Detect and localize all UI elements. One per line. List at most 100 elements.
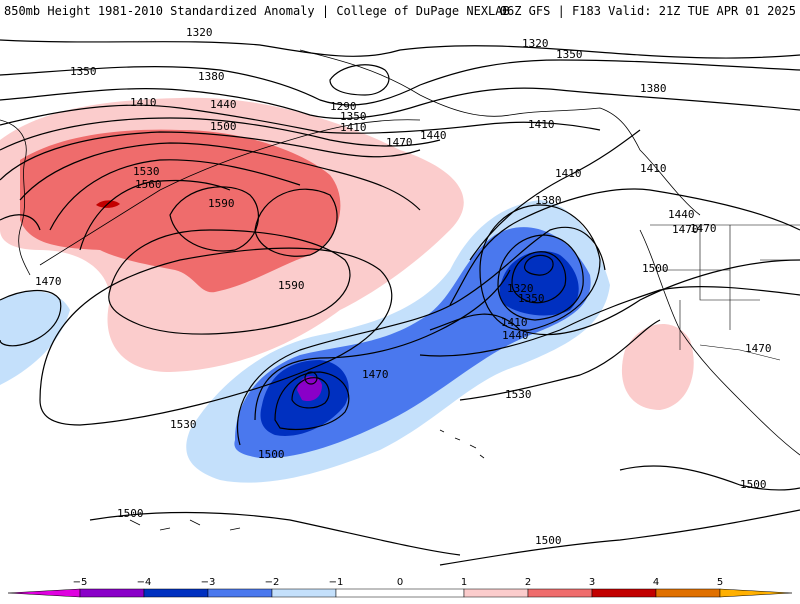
contour-label: 1440	[420, 129, 447, 142]
contour-1380	[0, 87, 800, 119]
aleutian-chain	[39, 119, 421, 266]
contour-1560	[79, 179, 231, 251]
contour-label: 1320	[507, 282, 534, 295]
contour-1500-east	[419, 286, 800, 357]
contour-label: 1530	[505, 388, 532, 401]
contour-label: 1410	[501, 316, 528, 329]
contour-label: 1350	[556, 48, 583, 61]
contour-label: 1500	[535, 534, 562, 547]
contour-label: 1500	[258, 448, 285, 461]
contour-label: 1290	[330, 100, 357, 113]
contour-1470-west	[0, 289, 62, 347]
swatch-minus-4-to-3	[79, 588, 145, 598]
colorbar-svg: −5 −4 −3 −2 −1 0 1 2 3 4 5	[7, 577, 793, 598]
contour-1590a	[169, 186, 259, 252]
contour-1290-north	[523, 254, 554, 276]
negative-anomaly-dark-north	[499, 251, 579, 316]
contour-1470-east	[429, 259, 800, 336]
state-borders	[650, 224, 800, 361]
contour-label: 1380	[535, 194, 562, 207]
border-mexico	[699, 344, 781, 361]
border-state-1	[699, 225, 760, 301]
contour-label: 1380	[198, 70, 225, 83]
negative-anomaly-west	[0, 291, 70, 385]
contour-1500-south-far	[89, 511, 461, 556]
swatch-minus-2-to-1	[207, 588, 273, 598]
contour-1590b	[254, 188, 338, 257]
tick-label: −1	[329, 577, 344, 588]
swatch-above-5	[719, 588, 793, 598]
contour-1410a	[0, 104, 601, 134]
positive-anomaly-medium	[20, 129, 341, 293]
contour-label: 1440	[668, 208, 695, 221]
tick-label: 3	[589, 577, 595, 588]
contour-label: 1410	[640, 162, 667, 175]
contour-1470	[0, 131, 421, 181]
contour-label: 1500	[642, 262, 669, 275]
contour-1440-nw	[0, 214, 41, 231]
hawaii-islands	[439, 429, 485, 459]
tick-label: 2	[525, 577, 531, 588]
contour-label: 1350	[340, 110, 367, 123]
positive-anomaly-east	[621, 323, 694, 410]
contour-label: 1470	[386, 136, 413, 149]
contour-1350-north	[497, 234, 584, 321]
contour-1350-alaska	[329, 64, 390, 96]
contour-label: 1410	[555, 167, 582, 180]
contour-label: 1470	[362, 368, 389, 381]
contour-1410-low	[291, 377, 330, 409]
contour-label: 1470	[690, 222, 717, 235]
contour-1560-outer	[108, 229, 351, 335]
swatch-3-to-4	[591, 588, 657, 598]
contour-1530	[49, 159, 301, 231]
colorbar-ticks: −5 −4 −3 −2 −1 0 1 2 3 4 5	[73, 577, 724, 588]
contour-labels: 1320 1350 1380 1410 1440 1500 1530 1560 …	[35, 26, 772, 547]
title-bar: 850mb Height 1981-2010 Standardized Anom…	[0, 0, 800, 22]
tick-label: 4	[653, 577, 659, 588]
contour-label: 1530	[133, 165, 160, 178]
swatch-4-to-5	[655, 588, 721, 598]
contour-label: 1530	[170, 418, 197, 431]
colorbar-swatches	[7, 588, 793, 598]
tick-label: 1	[461, 577, 467, 588]
contour-label: 1440	[210, 98, 237, 111]
contour-1440-low	[274, 371, 350, 431]
contour-label: 1500	[117, 507, 144, 520]
swatch-2-to-3	[527, 588, 593, 598]
contour-1500-south	[236, 226, 606, 446]
contour-1350	[0, 59, 800, 106]
contour-label: 1380	[640, 82, 667, 95]
contour-1470-south	[254, 269, 511, 421]
west-coast	[639, 229, 800, 456]
colorbar: −5 −4 −3 −2 −1 0 1 2 3 4 5	[0, 572, 800, 600]
model-run-info: 06Z GFS | F183 Valid: 21Z TUE APR 01 202…	[499, 4, 796, 18]
contour-1500	[19, 142, 421, 211]
contour-1530-outer	[39, 247, 393, 426]
contour-1500-se	[619, 465, 800, 491]
contour-label: 1590	[278, 279, 305, 292]
contour-1500-sse	[439, 509, 800, 566]
contour-1410-east	[469, 129, 641, 261]
swatch-minus-3-to-2	[143, 588, 209, 598]
contour-label: 1410	[130, 96, 157, 109]
swatch-below-minus-4	[7, 588, 81, 598]
contour-label: 1500	[740, 478, 767, 491]
contour-label: 1320	[522, 37, 549, 50]
swatch-0-to-1	[335, 588, 465, 598]
contour-label: 1410	[340, 121, 367, 134]
tick-label: −4	[137, 577, 152, 588]
asia-coast	[0, 119, 31, 276]
tick-label: 5	[717, 577, 723, 588]
contour-label: 1470	[35, 275, 62, 288]
contour-1320-north	[511, 251, 567, 304]
swatch-minus-1-to-0	[271, 588, 337, 598]
contour-label: 1500	[210, 120, 237, 133]
anomaly-map: 1320 1350 1380 1410 1440 1500 1530 1560 …	[0, 26, 800, 566]
coastlines	[0, 49, 800, 531]
contour-1320	[0, 39, 800, 59]
contour-1440	[0, 117, 441, 151]
contour-label: 1560	[135, 178, 162, 191]
contour-label: 1350	[70, 65, 97, 78]
pacific-islands	[129, 519, 241, 531]
swatch-1-to-2	[463, 588, 529, 598]
